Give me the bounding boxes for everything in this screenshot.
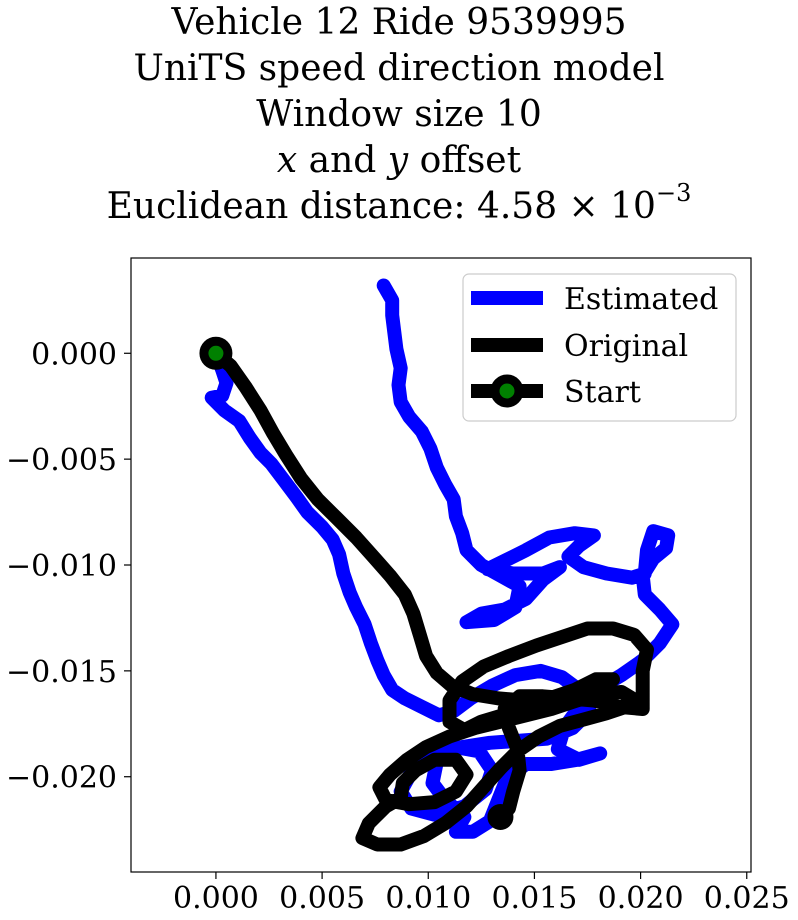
original-end-point <box>487 803 514 830</box>
start-marker <box>199 336 233 370</box>
series-layer <box>199 278 680 852</box>
legend: Estimated Original Start <box>462 273 737 422</box>
title-var-x: x <box>276 140 298 181</box>
title-line-5: Euclidean distance: 4.58 × 10−3 <box>0 181 798 230</box>
title-line-2: UniTS speed direction model <box>133 48 665 89</box>
y-tick-label: −0.010 <box>6 549 117 584</box>
title-distance-mantissa: 4.58 <box>476 186 558 227</box>
legend-start-marker <box>490 374 524 408</box>
x-tick-label: 0.025 <box>704 881 790 916</box>
x-tick-label: 0.015 <box>491 881 577 916</box>
title-distance-exponent: −3 <box>655 179 692 207</box>
legend-label-start: Start <box>564 375 641 410</box>
title-offset: offset <box>408 140 522 181</box>
title-distance-times: × 10 <box>557 186 656 227</box>
title-var-y: y <box>387 140 409 181</box>
title-and: and <box>297 140 388 181</box>
title-line-3: Window size 10 <box>256 94 542 135</box>
y-tick-label: 0.000 <box>31 337 117 372</box>
legend-label-original: Original <box>564 329 688 364</box>
y-tick-label: −0.015 <box>6 655 117 690</box>
series-line-estimated <box>204 278 680 839</box>
legend-label-estimated: Estimated <box>564 282 718 317</box>
ticks-layer: 0.000 0.005 0.010 0.015 0.020 0.025 0.000 −0.00… <box>6 337 790 916</box>
x-tick-label: 0.020 <box>598 881 684 916</box>
series-line-original <box>208 346 654 852</box>
x-tick-label: 0.000 <box>173 881 259 916</box>
title-distance-prefix: Euclidean distance: <box>106 186 477 227</box>
title-line-1: Vehicle 12 Ride 9539995 <box>171 2 627 43</box>
chart-title: Vehicle 12 Ride 9539995 UniTS speed dire… <box>0 0 798 230</box>
y-tick-label: −0.020 <box>6 761 117 796</box>
x-tick-label: 0.010 <box>385 881 471 916</box>
x-tick-label: 0.005 <box>279 881 365 916</box>
y-tick-label: −0.005 <box>6 443 117 478</box>
title-line-4: x and y offset <box>0 138 798 184</box>
